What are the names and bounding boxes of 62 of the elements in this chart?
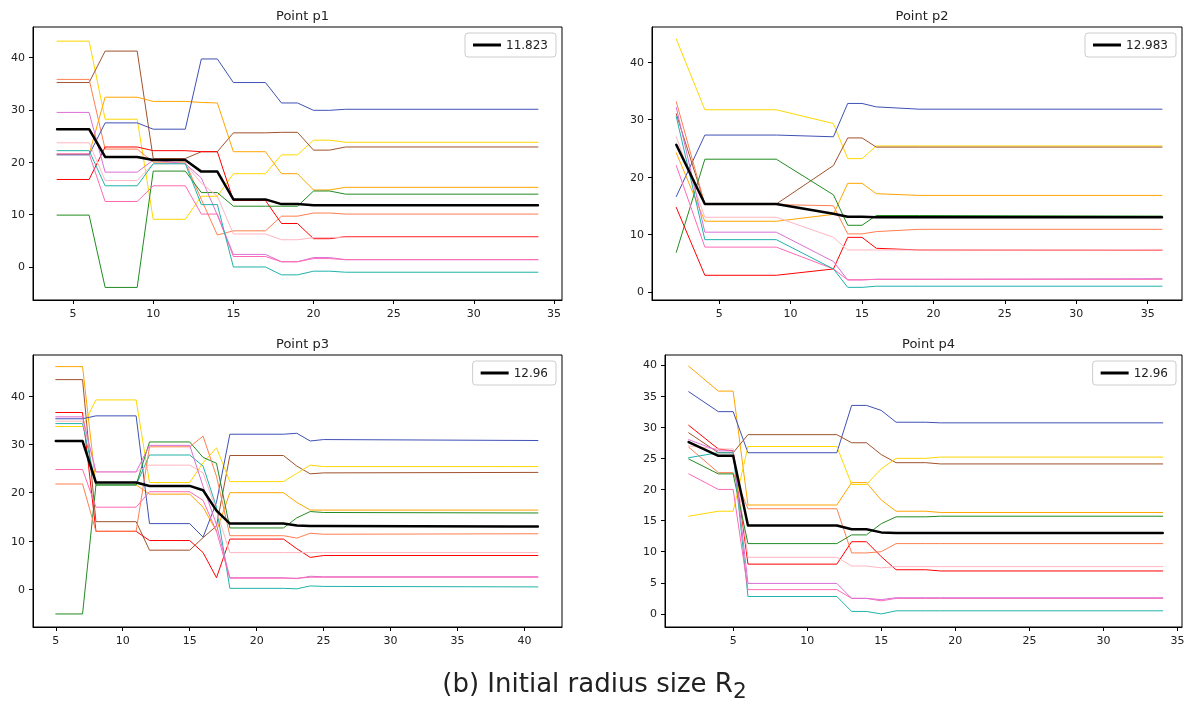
y-tick-label: 0 [637,285,644,299]
y-tick-label: 30 [643,420,657,434]
y-tick-label: 20 [11,486,25,500]
y-tick-label: 10 [11,208,25,222]
x-tick-label: 30 [1069,307,1084,320]
x-tick-label: 15 [874,634,889,647]
y-tick-label: 40 [630,55,644,69]
legend-label: 12.983 [1126,38,1169,52]
x-tick-label: 25 [386,307,401,320]
text: (b) Initial radius size R$_{2}$ [441,668,748,704]
x-tick-label: 5 [729,634,737,647]
y-tick-label: 35 [643,389,657,403]
y-tick-label: 20 [11,155,25,169]
x-tick-label: 35 [1170,634,1185,647]
x-tick-label: 25 [1022,634,1037,647]
x-tick-label: 10 [800,634,815,647]
y-tick-label: 5 [650,576,657,590]
y-tick-label: 0 [650,607,657,621]
y-tick-label: 25 [643,451,657,465]
x-tick-label: 20 [948,634,963,647]
x-tick-label: 25 [316,634,331,647]
x-tick-label: 10 [115,634,130,647]
x-tick-label: 10 [146,307,161,320]
y-tick-label: 20 [630,170,644,184]
x-tick-label: 30 [466,307,481,320]
x-tick-label: 20 [249,634,264,647]
chart-title: Point p4 [902,336,955,351]
x-tick-label: 20 [306,307,321,320]
y-tick-label: 10 [643,545,657,559]
y-tick-label: 40 [11,389,25,403]
y-tick-label: 30 [11,437,25,451]
y-tick-label: 40 [11,50,25,64]
x-tick-label: 30 [383,634,398,647]
y-tick-label: 10 [630,227,644,241]
chart-title: Point p3 [276,336,329,351]
x-tick-label: 35 [450,634,465,647]
legend-label: 12.96 [1133,366,1169,380]
y-tick-label: 0 [18,260,25,274]
x-tick-label: 25 [997,307,1012,320]
y-tick-label: 30 [630,113,644,127]
chart-title: Point p2 [895,8,949,23]
x-tick-label: 15 [226,307,241,320]
x-tick-label: 35 [546,307,561,320]
x-tick-label: 40 [517,634,532,647]
x-tick-label: 5 [52,634,60,647]
x-tick-label: 30 [1096,634,1111,647]
x-tick-label: 20 [926,307,941,320]
legend-label: 12.96 [513,366,549,380]
y-tick-label: 0 [18,582,25,596]
y-tick-label: 40 [643,358,657,372]
y-tick-label: 20 [643,482,657,496]
legend-label: 11.823 [506,38,549,52]
x-tick-label: 5 [715,307,723,320]
x-tick-label: 15 [855,307,869,320]
y-tick-label: 10 [11,534,25,548]
x-tick-label: 15 [182,634,197,647]
x-tick-label: 35 [1140,307,1155,320]
x-tick-label: 5 [69,307,77,320]
chart-title: Point p1 [276,8,329,23]
x-tick-label: 10 [783,307,798,320]
y-tick-label: 15 [643,514,657,528]
y-tick-label: 30 [11,103,25,117]
